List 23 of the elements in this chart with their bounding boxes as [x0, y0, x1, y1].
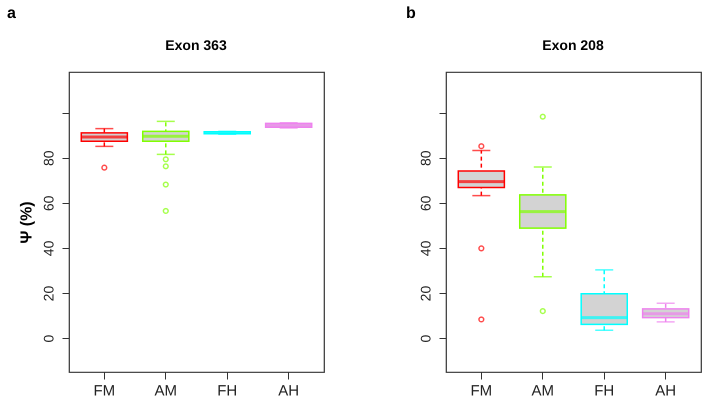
- x-tick-label: FH: [217, 382, 238, 400]
- x-tick-label: AH: [278, 382, 300, 400]
- text: b: [406, 5, 416, 22]
- y-tick-label: 80: [40, 150, 56, 166]
- y-tick-label: 20: [40, 286, 56, 302]
- x-tick-label: FM: [93, 382, 116, 400]
- x-tick-label: AH: [655, 382, 676, 400]
- y-tick-label: 0: [40, 334, 56, 343]
- y-tick-label: 60: [40, 195, 56, 212]
- y-tick-label: 40: [40, 240, 56, 256]
- y-tick-label: 20: [418, 286, 434, 302]
- y-tick-label: 60: [418, 195, 434, 212]
- text: a: [7, 5, 16, 22]
- x-tick-label: AM: [154, 382, 178, 400]
- chart-title: Exon 363: [165, 37, 227, 53]
- chart-title: Exon 208: [542, 37, 604, 53]
- x-tick-label: FH: [594, 382, 614, 400]
- y-axis-title: Ψ (%): [18, 201, 36, 244]
- x-tick-label: FM: [470, 382, 492, 400]
- y-tick-label: 80: [418, 150, 434, 166]
- y-tick-label: 40: [418, 240, 434, 256]
- y-tick-label: 0: [418, 334, 434, 343]
- x-tick-label: AM: [532, 382, 554, 400]
